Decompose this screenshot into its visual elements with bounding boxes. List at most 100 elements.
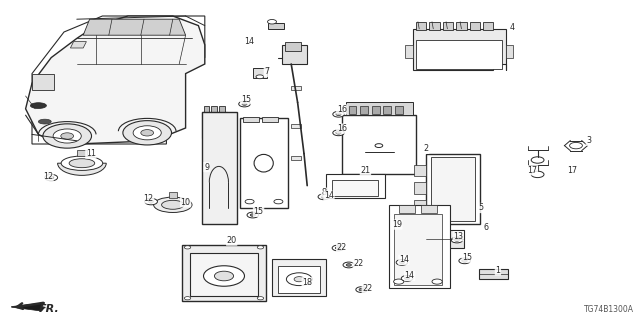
Text: 5: 5 <box>479 204 484 212</box>
Text: 3: 3 <box>586 136 591 145</box>
Circle shape <box>214 271 234 281</box>
Text: 16: 16 <box>337 105 347 114</box>
Circle shape <box>462 260 467 262</box>
Polygon shape <box>202 112 227 138</box>
Circle shape <box>148 200 154 203</box>
Bar <box>414 200 426 211</box>
Text: 7: 7 <box>264 68 269 76</box>
Circle shape <box>459 258 470 264</box>
Ellipse shape <box>154 197 192 212</box>
Text: 12: 12 <box>43 172 53 181</box>
Text: 22: 22 <box>353 259 364 268</box>
Text: 15: 15 <box>253 207 264 216</box>
Bar <box>278 266 320 293</box>
Circle shape <box>256 75 264 79</box>
Circle shape <box>242 103 247 105</box>
Bar <box>405 45 413 58</box>
Bar <box>262 117 278 122</box>
Circle shape <box>239 101 250 107</box>
Bar <box>272 259 326 296</box>
Bar <box>349 106 356 114</box>
Circle shape <box>184 297 191 300</box>
Bar <box>291 124 301 128</box>
Circle shape <box>257 297 264 300</box>
Bar <box>456 22 467 30</box>
Text: 18: 18 <box>302 278 312 287</box>
Circle shape <box>375 144 383 148</box>
Polygon shape <box>32 74 54 90</box>
Bar <box>169 192 177 198</box>
Circle shape <box>399 261 404 264</box>
Circle shape <box>356 287 367 292</box>
Bar <box>202 112 237 224</box>
Circle shape <box>294 276 305 282</box>
Bar <box>389 205 450 288</box>
Bar <box>182 245 266 301</box>
Circle shape <box>268 20 276 24</box>
Bar <box>268 23 284 29</box>
Polygon shape <box>32 16 205 144</box>
Circle shape <box>43 124 92 148</box>
Bar <box>429 22 440 30</box>
Text: 21: 21 <box>360 166 371 175</box>
Circle shape <box>570 142 582 149</box>
Bar <box>416 22 426 30</box>
Circle shape <box>53 129 81 143</box>
Bar <box>204 106 209 112</box>
Bar <box>426 154 480 224</box>
Circle shape <box>321 196 326 198</box>
Bar <box>394 214 442 285</box>
Text: 14: 14 <box>324 191 334 200</box>
Text: 4: 4 <box>509 23 515 32</box>
Bar <box>414 182 426 194</box>
Circle shape <box>133 126 161 140</box>
Circle shape <box>396 260 408 265</box>
Bar <box>253 68 267 78</box>
Bar <box>240 118 288 208</box>
Bar <box>426 230 464 248</box>
Circle shape <box>451 237 463 243</box>
Bar <box>219 106 225 112</box>
Text: 17: 17 <box>567 166 577 175</box>
Bar <box>395 106 403 114</box>
Circle shape <box>245 199 254 204</box>
Text: 10: 10 <box>180 198 191 207</box>
Circle shape <box>343 262 355 268</box>
Circle shape <box>333 111 344 117</box>
Circle shape <box>394 279 404 284</box>
Text: 20: 20 <box>227 236 237 245</box>
Circle shape <box>123 121 172 145</box>
Text: 2: 2 <box>424 144 429 153</box>
Polygon shape <box>83 19 186 35</box>
Text: FR.: FR. <box>38 304 59 314</box>
Wedge shape <box>58 163 106 175</box>
Circle shape <box>204 266 244 286</box>
Text: TG74B1300A: TG74B1300A <box>584 305 634 314</box>
Text: 11: 11 <box>86 149 96 158</box>
Bar <box>282 45 307 64</box>
Circle shape <box>335 247 340 249</box>
Bar <box>506 45 513 58</box>
Circle shape <box>49 176 54 179</box>
Bar <box>291 86 301 90</box>
Ellipse shape <box>162 200 184 209</box>
Bar <box>285 42 301 51</box>
Bar <box>431 157 475 221</box>
Bar <box>414 165 426 176</box>
Circle shape <box>359 288 364 291</box>
Polygon shape <box>12 303 45 311</box>
Circle shape <box>346 264 351 266</box>
Circle shape <box>332 245 344 251</box>
Circle shape <box>333 130 344 136</box>
Bar <box>443 22 453 30</box>
Polygon shape <box>70 42 86 48</box>
Bar <box>479 269 508 279</box>
Text: 15: 15 <box>462 253 472 262</box>
Circle shape <box>250 214 255 216</box>
Bar <box>416 40 502 69</box>
Bar <box>383 106 391 114</box>
Bar <box>346 102 413 115</box>
Bar <box>211 106 217 112</box>
Bar <box>421 205 437 213</box>
Ellipse shape <box>69 159 95 168</box>
